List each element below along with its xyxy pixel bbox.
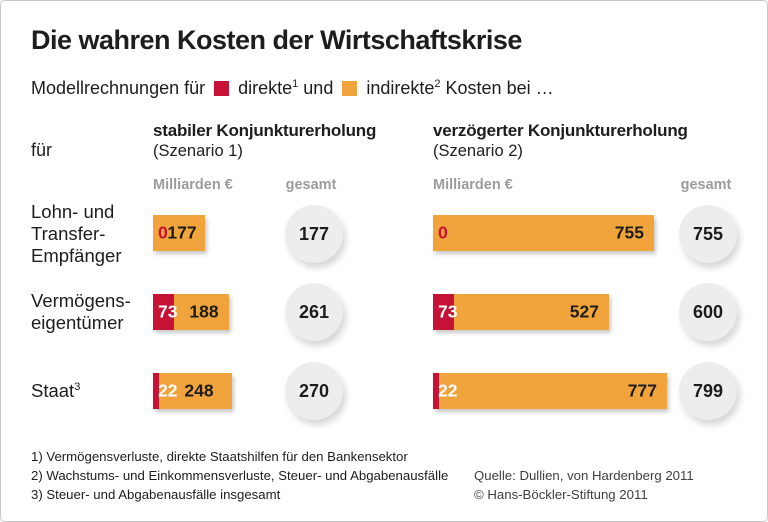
scenario2-header: verzögerter Konjunkturerholung (Szenario… xyxy=(433,121,705,162)
total-badge-row1-scenario1: 177 xyxy=(285,205,343,263)
footnote-2: 2) Wachstums- und Einkommensverluste, St… xyxy=(31,468,449,483)
footnotes: 1) Vermögensverluste, direkte Staatshilf… xyxy=(31,447,448,504)
direct-costs-swatch-icon xyxy=(214,80,230,96)
copyright-line: © Hans-Böckler-Stiftung 2011 xyxy=(474,487,648,502)
row-label-vermoegenseigentuemer: Vermögens- eigentümer xyxy=(31,290,131,333)
unit-label-s1: Milliarden € xyxy=(153,177,233,193)
total-value: 261 xyxy=(298,301,330,322)
total-badge-row3-scenario1: 270 xyxy=(285,362,343,420)
bar-value-direct: 0 xyxy=(438,222,448,243)
bar-segment-direct xyxy=(433,373,439,409)
scenario2-title: verzögerter Konjunkturerholung xyxy=(433,121,688,140)
total-header-s2: gesamt xyxy=(680,177,732,193)
bar-row3-scenario2: 22 777 xyxy=(433,373,667,409)
bar-value-direct: 73 xyxy=(438,301,458,322)
total-value: 755 xyxy=(692,223,724,244)
indirect-costs-swatch-icon xyxy=(342,80,358,96)
source-line: Quelle: Dullien, von Hardenberg 2011 xyxy=(474,468,694,483)
legend-indirect-label: indirekte2 Kosten bei … xyxy=(366,77,554,98)
bar-value-direct: 0 xyxy=(158,222,168,243)
bar-row3-scenario1: 22 248 xyxy=(153,373,232,409)
scenario1-header: stabiler Konjunkturerholung (Szenario 1) xyxy=(153,121,425,162)
row-label-staat: Staat3 xyxy=(31,380,81,401)
total-value: 799 xyxy=(692,380,724,401)
legend-direct-label: direkte1 und xyxy=(238,77,334,98)
total-badge-row2-scenario2: 600 xyxy=(679,283,737,341)
bar-value-direct: 22 xyxy=(158,380,178,401)
total-value: 177 xyxy=(298,223,330,244)
footnote-1: 1) Vermögensverluste, direkte Staatshilf… xyxy=(31,449,408,464)
bar-segment-direct xyxy=(153,373,159,409)
bar-value-indirect: 177 xyxy=(167,222,197,243)
scenario2-subtitle: (Szenario 2) xyxy=(433,142,523,160)
bar-row1-scenario1: 0 177 xyxy=(153,215,205,251)
scenario1-title: stabiler Konjunkturerholung xyxy=(153,121,377,140)
total-header-s1: gesamt xyxy=(285,177,337,193)
total-badge-row1-scenario2: 755 xyxy=(679,205,737,263)
bar-value-indirect: 755 xyxy=(614,222,644,243)
for-label: für xyxy=(31,140,53,160)
row-label-lohn-transfer-empfaenger: Lohn- und Transfer- Empfänger xyxy=(31,201,122,266)
bar-row2-scenario2: 73 527 xyxy=(433,294,609,330)
bar-value-direct: 22 xyxy=(438,380,458,401)
bar-row1-scenario2: 0 755 xyxy=(433,215,654,251)
legend: Modellrechnungen für direkte1 und indire… xyxy=(31,77,554,99)
total-value: 600 xyxy=(692,301,724,322)
bar-segment-direct xyxy=(153,294,174,330)
total-badge-row3-scenario2: 799 xyxy=(679,362,737,420)
footnote-3: 3) Steuer- und Abgabenausfälle insgesamt xyxy=(31,487,281,502)
page-title: Die wahren Kosten der Wirtschaftskrise xyxy=(31,25,522,55)
scenario1-subtitle: (Szenario 1) xyxy=(153,142,243,160)
total-badge-row2-scenario1: 261 xyxy=(285,283,343,341)
unit-label-s2: Milliarden € xyxy=(433,177,513,193)
source-credit: Quelle: Dullien, von Hardenberg 2011 © H… xyxy=(474,466,694,504)
bar-segment-direct xyxy=(433,294,454,330)
bar-value-indirect: 527 xyxy=(569,301,599,322)
total-value: 270 xyxy=(298,380,330,401)
bar-value-indirect: 248 xyxy=(184,380,214,401)
bar-row2-scenario1: 73 188 xyxy=(153,294,229,330)
bar-value-indirect: 777 xyxy=(627,380,657,401)
bar-value-indirect: 188 xyxy=(189,301,219,322)
legend-prefix: Modellrechnungen für xyxy=(31,77,206,98)
bar-value-direct: 73 xyxy=(158,301,178,322)
